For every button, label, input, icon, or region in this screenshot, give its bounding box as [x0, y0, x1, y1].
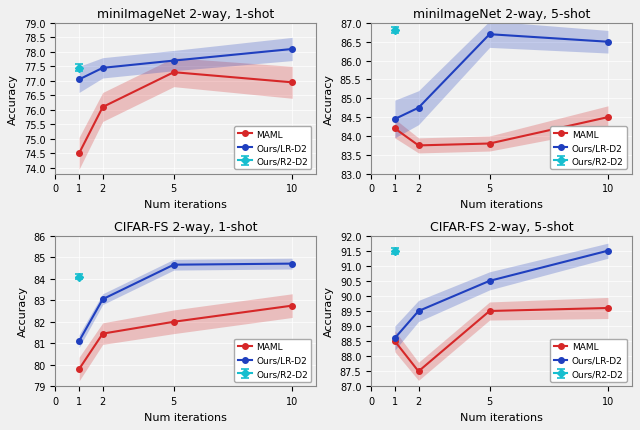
Y-axis label: Accuracy: Accuracy [18, 286, 28, 337]
MAML [76, 367, 83, 372]
MAML [170, 319, 178, 325]
Y-axis label: Accuracy: Accuracy [324, 286, 334, 337]
Ours/LR-D2 [170, 262, 178, 267]
MAML [486, 309, 493, 314]
Line: MAML: MAML [76, 303, 295, 372]
Ours/LR-D2 [391, 117, 399, 122]
Ours/LR-D2 [415, 106, 422, 111]
Ours/LR-D2 [486, 279, 493, 284]
MAML [76, 151, 83, 157]
MAML [289, 303, 296, 308]
MAML [604, 115, 612, 120]
X-axis label: Num iterations: Num iterations [144, 200, 227, 209]
Title: miniImageNet 2-way, 5-shot: miniImageNet 2-way, 5-shot [413, 8, 590, 21]
Title: CIFAR-FS 2-way, 5-shot: CIFAR-FS 2-way, 5-shot [429, 221, 573, 233]
Ours/LR-D2 [76, 78, 83, 83]
Line: Ours/LR-D2: Ours/LR-D2 [76, 47, 295, 83]
MAML [391, 126, 399, 132]
Line: MAML: MAML [392, 305, 611, 374]
MAML [391, 339, 399, 344]
Ours/LR-D2 [76, 339, 83, 344]
Legend: MAML, Ours/LR-D2, Ours/R2-D2: MAML, Ours/LR-D2, Ours/R2-D2 [234, 126, 312, 170]
Line: Ours/LR-D2: Ours/LR-D2 [392, 32, 611, 123]
Legend: MAML, Ours/LR-D2, Ours/R2-D2: MAML, Ours/LR-D2, Ours/R2-D2 [550, 339, 627, 382]
Line: Ours/LR-D2: Ours/LR-D2 [76, 261, 295, 344]
MAML [415, 144, 422, 149]
Title: miniImageNet 2-way, 1-shot: miniImageNet 2-way, 1-shot [97, 8, 275, 21]
Line: Ours/LR-D2: Ours/LR-D2 [392, 249, 611, 341]
Ours/LR-D2 [486, 33, 493, 38]
Ours/LR-D2 [415, 309, 422, 314]
Ours/LR-D2 [99, 66, 107, 71]
MAML [289, 80, 296, 86]
Y-axis label: Accuracy: Accuracy [8, 74, 19, 125]
Line: MAML: MAML [76, 70, 295, 157]
MAML [99, 331, 107, 336]
MAML [415, 369, 422, 374]
MAML [604, 306, 612, 311]
Ours/LR-D2 [604, 249, 612, 254]
Ours/LR-D2 [391, 336, 399, 341]
X-axis label: Num iterations: Num iterations [460, 200, 543, 209]
X-axis label: Num iterations: Num iterations [144, 412, 227, 422]
Line: MAML: MAML [392, 115, 611, 149]
Ours/LR-D2 [99, 297, 107, 302]
Ours/LR-D2 [170, 59, 178, 64]
MAML [170, 71, 178, 76]
MAML [486, 141, 493, 147]
Legend: MAML, Ours/LR-D2, Ours/R2-D2: MAML, Ours/LR-D2, Ours/R2-D2 [550, 126, 627, 170]
Ours/LR-D2 [604, 40, 612, 45]
Ours/LR-D2 [289, 261, 296, 267]
MAML [99, 105, 107, 111]
Title: CIFAR-FS 2-way, 1-shot: CIFAR-FS 2-way, 1-shot [114, 221, 257, 233]
Y-axis label: Accuracy: Accuracy [324, 74, 334, 125]
Ours/LR-D2 [289, 47, 296, 52]
Legend: MAML, Ours/LR-D2, Ours/R2-D2: MAML, Ours/LR-D2, Ours/R2-D2 [234, 339, 312, 382]
X-axis label: Num iterations: Num iterations [460, 412, 543, 422]
